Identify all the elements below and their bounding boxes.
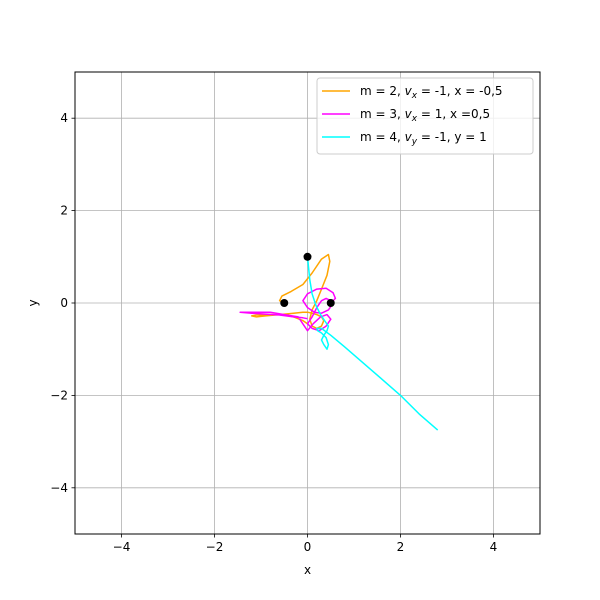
y-tick-label: −2 xyxy=(50,388,68,402)
initial-position-marker xyxy=(303,252,312,261)
x-tick-label: 4 xyxy=(490,540,498,554)
y-tick-label: 2 xyxy=(60,204,68,218)
y-tick-label: 0 xyxy=(60,296,68,310)
legend-entry-1: m = 2, vx = -1, x = -0,5 xyxy=(360,84,503,101)
y-tick-label: 4 xyxy=(60,111,68,125)
axis-ticks: −4 −2 0 2 4 −4 −2 0 2 4 xyxy=(50,111,497,554)
x-tick-label: 2 xyxy=(397,540,405,554)
x-tick-label: −2 xyxy=(206,540,224,554)
initial-position-marker xyxy=(326,299,335,307)
x-tick-label: 0 xyxy=(304,540,312,554)
y-tick-label: −4 xyxy=(50,481,68,495)
y-axis-label: y xyxy=(26,299,40,306)
legend: m = 2, vx = -1, x = -0,5 m = 3, vx = 1, x… xyxy=(316,77,534,155)
series-line-3 xyxy=(306,256,439,431)
initial-position-markers xyxy=(280,252,335,307)
series-line-2 xyxy=(239,287,337,332)
legend-entry-2: m = 3, vx = 1, x =0,5 xyxy=(360,107,490,124)
series-layer xyxy=(239,253,439,431)
initial-position-marker xyxy=(280,299,289,307)
legend-entry-3: m = 4, vy = -1, y = 1 xyxy=(360,130,487,147)
series-line-1 xyxy=(250,253,331,330)
legend-frame xyxy=(316,77,534,155)
x-axis-label: x xyxy=(304,563,311,577)
x-tick-label: −4 xyxy=(113,540,131,554)
